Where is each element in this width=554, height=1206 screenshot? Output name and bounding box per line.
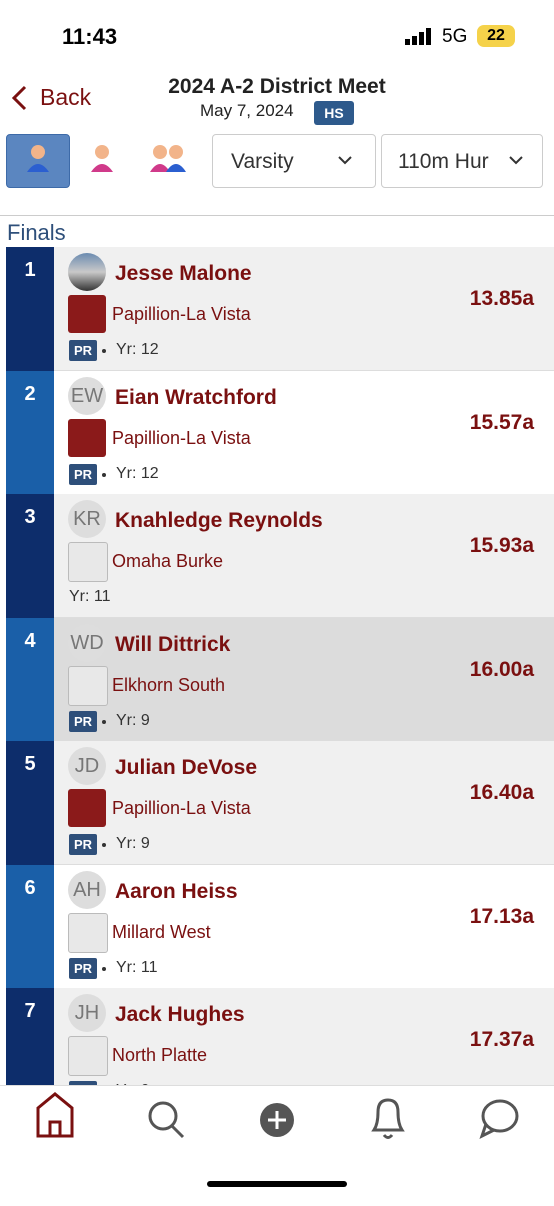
result-time: 15.93a (469, 534, 534, 557)
athlete-name: Eian Wratchford (115, 385, 277, 409)
athlete-name: Knahledge Reynolds (115, 509, 323, 532)
title: 2024 A-2 District Meet (168, 75, 386, 98)
network: 5G (442, 26, 468, 47)
place: 1 (24, 259, 36, 281)
school-name: Elkhorn South (112, 674, 226, 695)
result-time: 17.37a (469, 1028, 534, 1051)
result-time: 16.40a (469, 781, 534, 804)
result-time: 17.13a (469, 904, 534, 928)
result-row[interactable]: 1 Jesse Malone Papillion-La Vista PR Yr: 12 1… (6, 247, 554, 371)
chevron (338, 156, 352, 165)
place-strip (6, 494, 54, 618)
place: 7 (24, 1000, 36, 1022)
school-name: Papillion-La Vista (112, 304, 251, 324)
athlete-name: Jack Hughes (115, 1003, 245, 1026)
pr-badge: PR (69, 340, 97, 361)
level-badge: HS (314, 101, 354, 125)
result-time: 13.85a (469, 287, 534, 310)
place: 3 (24, 506, 36, 528)
result-time: 15.57a (469, 410, 534, 434)
year: Yr: 11 (69, 588, 111, 605)
school-logo (68, 418, 106, 457)
school-name: Papillion-La Vista (112, 798, 251, 818)
place: 5 (24, 753, 36, 775)
avatar-initials: KR (68, 500, 106, 538)
divider (0, 215, 554, 216)
pr-badge: PR (69, 463, 97, 485)
place-strip (6, 864, 54, 989)
result-row[interactable]: 7 JH Jack Hughes North Platte PR Yr: 9 17.37a (6, 988, 554, 1085)
athlete-name: Julian DeVose (115, 756, 257, 779)
pr-badge: PR (69, 1081, 97, 1085)
school-logo (68, 295, 106, 333)
athlete-name: Will Dittrick (115, 632, 231, 656)
battery: 22 (477, 25, 515, 47)
avatar-initials: AH (68, 870, 106, 909)
school-name: North Platte (112, 1045, 208, 1065)
pr-badge: PR (69, 957, 97, 979)
section-title: Finals (7, 220, 66, 245)
avatar-initials: EW (68, 376, 106, 415)
tab-bar (0, 1085, 554, 1201)
place: 4 (24, 629, 36, 652)
level-value: Varsity (231, 150, 294, 173)
year: Yr: 9 (116, 1082, 150, 1085)
place-strip (6, 247, 54, 371)
avatar-photo (68, 253, 106, 291)
year: Yr: 12 (116, 341, 159, 358)
place: 6 (24, 876, 36, 899)
year: Yr: 12 (116, 464, 159, 482)
results-list: 1 Jesse Malone Papillion-La Vista PR Yr: 12 1… (6, 247, 554, 1085)
school-logo (68, 665, 108, 706)
signal-icon (405, 28, 431, 45)
separator-dot (102, 472, 106, 477)
status-time: 11:43 (62, 24, 118, 49)
boys-button[interactable] (6, 134, 70, 188)
back-button[interactable]: Back (40, 84, 92, 110)
school-name: Papillion-La Vista (112, 427, 251, 448)
battery-level: 22 (487, 27, 505, 44)
result-row[interactable]: 2 EW Eian Wratchford Papillion-La Vista PR Yr… (6, 370, 554, 495)
level-dropdown[interactable]: Varsity (212, 134, 376, 188)
chevron (504, 155, 530, 167)
separator-dot (102, 349, 106, 353)
pr-badge: PR (69, 834, 97, 855)
pr-badge: PR (69, 710, 97, 732)
year: Yr: 9 (116, 711, 150, 729)
result-row[interactable]: 3 KR Knahledge Reynolds Omaha Burke Yr: 11 15… (6, 494, 554, 618)
year: Yr: 11 (116, 958, 158, 976)
athlete-name: Aaron Heiss (115, 879, 238, 903)
school-logo (68, 1036, 108, 1076)
result-row[interactable]: 4 WD Will Dittrick Elkhorn South PR Yr: 9 16.0… (6, 617, 554, 742)
year: Yr: 9 (116, 835, 150, 852)
avatar-initials: WD (68, 623, 106, 662)
result-row[interactable]: 6 AH Aaron Heiss Millard West PR Yr: 11 17.13a (6, 864, 554, 989)
place-strip (6, 617, 54, 742)
result-row[interactable]: 5 JD Julian DeVose Papillion-La Vista PR Yr: … (6, 741, 554, 865)
athlete-name: Jesse Malone (115, 262, 252, 285)
school-logo (68, 789, 106, 827)
date: May 7, 2024 (200, 101, 294, 120)
school-name: Millard West (112, 921, 211, 942)
avatar-initials: JD (68, 747, 106, 785)
gender-icons (27, 145, 186, 172)
separator-dot (102, 719, 106, 724)
school-name: Omaha Burke (112, 551, 224, 571)
tab-icons (36, 1092, 519, 1187)
separator-dot (102, 966, 106, 971)
event-value: 110m Hur (398, 150, 489, 173)
event-dropdown[interactable]: 110m Hur (381, 134, 543, 188)
school-logo (68, 542, 108, 582)
result-time: 16.00a (469, 657, 534, 681)
school-logo (68, 912, 108, 953)
place: 2 (24, 382, 36, 405)
place-strip (6, 988, 54, 1085)
place-strip (6, 370, 54, 495)
place-strip (6, 741, 54, 865)
separator-dot (102, 843, 106, 847)
avatar-initials: JH (68, 994, 106, 1032)
back-chevron[interactable] (10, 85, 30, 111)
